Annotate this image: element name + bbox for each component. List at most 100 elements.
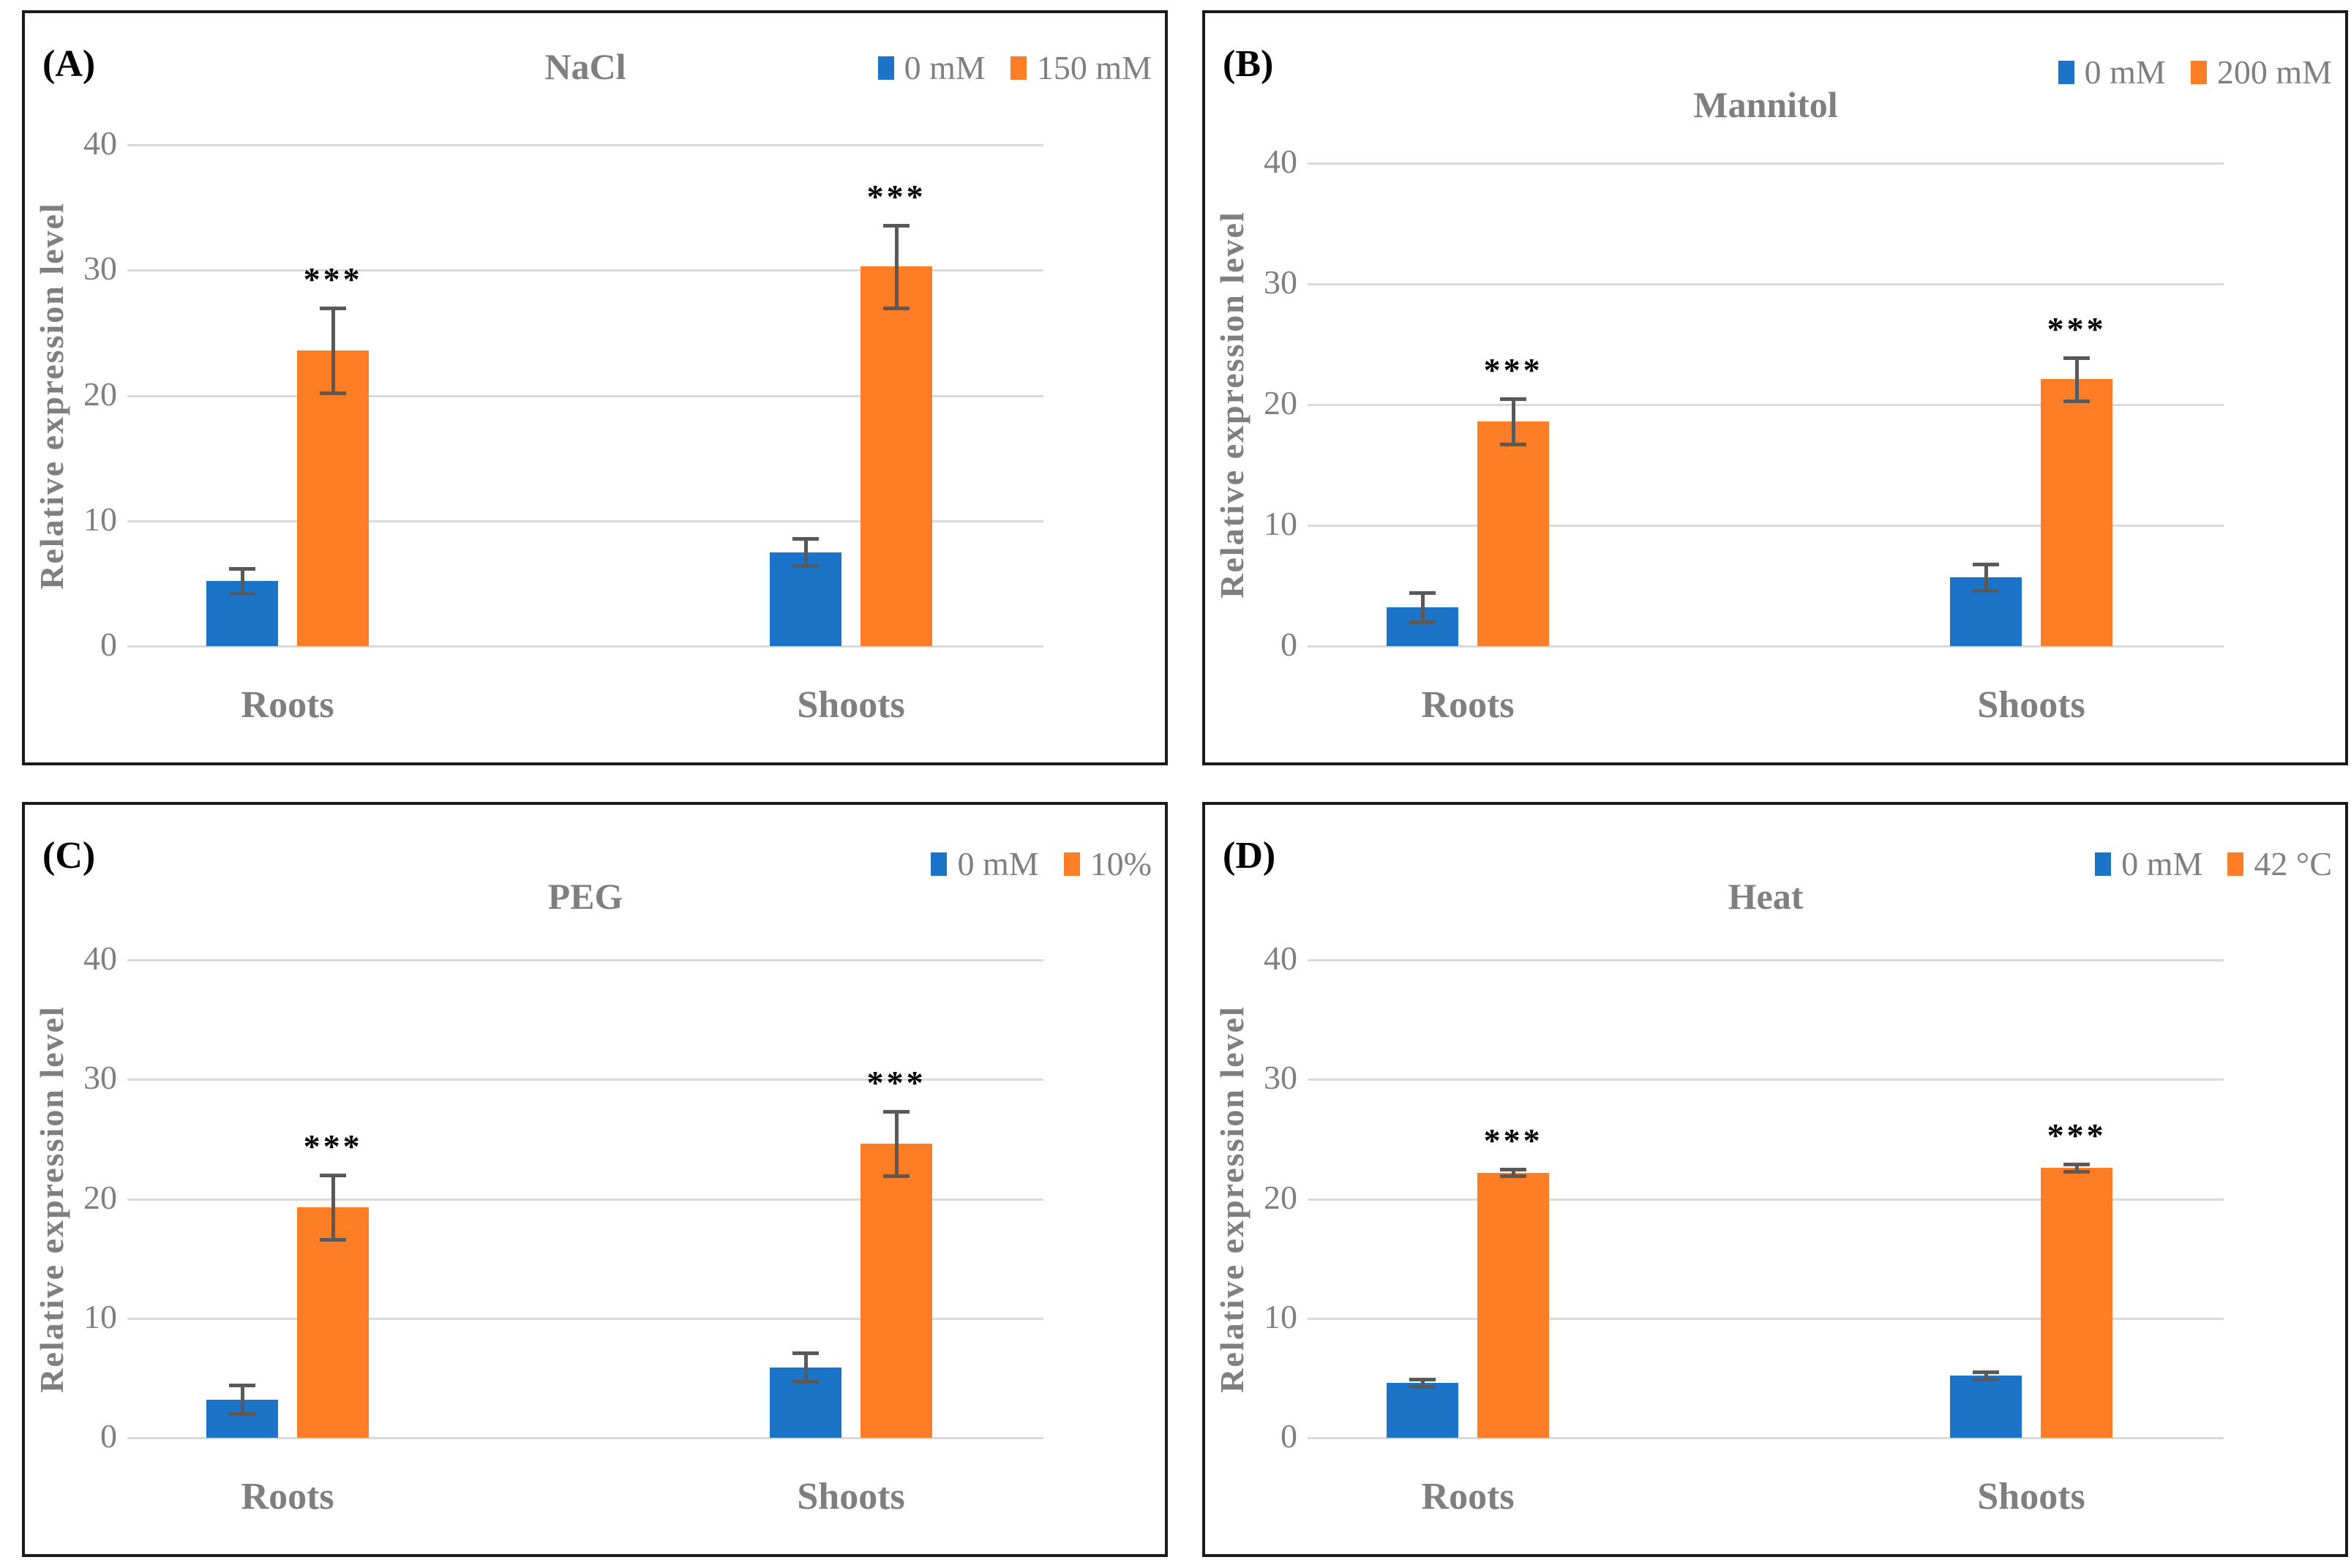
error-bar-cap <box>1973 589 2000 593</box>
error-bar-cap <box>1409 1378 1436 1381</box>
legend-label: 0 mM <box>2121 845 2203 882</box>
legend-label: 150 mM <box>1036 49 1152 86</box>
y-tick-label: 20 <box>83 375 117 413</box>
legend-swatch-control <box>2058 60 2074 84</box>
y-tick-label: 10 <box>1264 505 1297 542</box>
legend-item: 0 mM <box>2058 53 2166 91</box>
gridline <box>1308 1198 2224 1201</box>
bar-treatment <box>860 1144 933 1438</box>
bar-chart: 0 10 20 30 40 Relative expression level *** Roo… <box>1205 805 2345 1554</box>
legend-item: 150 mM <box>1010 48 1152 87</box>
error-bar <box>1984 1372 1988 1379</box>
error-bar <box>894 225 899 308</box>
y-axis-title: Relative expression level <box>33 201 70 590</box>
bar-treatment <box>2041 379 2113 646</box>
bar-chart: 0 10 20 30 40 Relative expression level *** Roo… <box>25 13 1165 762</box>
error-bar-cap <box>1973 562 2000 566</box>
y-tick-label: 10 <box>1264 1297 1297 1335</box>
significance-label: *** <box>303 1127 363 1165</box>
error-bar-cap <box>792 1380 820 1384</box>
legend: 0 mM 150 mM <box>877 48 1152 87</box>
y-tick-label: 10 <box>83 1297 117 1335</box>
panel-C: (C) PEG 0 mM 10% 0 10 20 30 40 Relative expres… <box>22 802 1168 1557</box>
error-bar <box>803 538 808 566</box>
significance-label: *** <box>866 1064 926 1102</box>
category-label: Roots <box>1421 1476 1515 1518</box>
category-label: Roots <box>1421 684 1515 726</box>
error-bar <box>1984 563 1988 591</box>
error-bar-cap <box>2063 399 2091 404</box>
legend-swatch-treatment <box>2227 852 2244 876</box>
legend-label: 0 mM <box>957 845 1039 882</box>
legend-swatch-control <box>877 56 894 80</box>
legend-swatch-treatment <box>1010 56 1027 80</box>
y-tick-label: 20 <box>1264 1178 1297 1216</box>
panel-B: (B) Mannitol 0 mM 200 mM 0 10 20 30 40 Relativ… <box>1202 10 2348 765</box>
legend-swatch-treatment <box>2190 60 2207 84</box>
error-bar-cap <box>1973 1378 2000 1381</box>
error-bar-cap <box>229 1412 256 1417</box>
y-tick-label: 40 <box>1264 939 1297 977</box>
error-bar <box>2074 1164 2079 1171</box>
bar-control <box>1387 1382 1459 1438</box>
y-tick-label: 10 <box>83 500 117 538</box>
gridline <box>1308 645 2224 648</box>
error-bar-cap <box>1500 1174 1527 1179</box>
y-tick-label: 0 <box>1281 626 1297 663</box>
bar-treatment <box>1477 1172 1550 1438</box>
legend-item: 42 °C <box>2227 844 2332 883</box>
legend-label: 0 mM <box>904 49 986 86</box>
error-bar-cap <box>1500 443 1527 447</box>
gridline <box>127 1317 1043 1320</box>
error-bar <box>894 1111 899 1177</box>
error-bar-cap <box>1973 1370 2000 1375</box>
chart-title: Mannitol <box>1693 84 1838 125</box>
gridline <box>127 1198 1043 1201</box>
error-bar-cap <box>1409 591 1436 596</box>
y-tick-label: 0 <box>1281 1417 1297 1455</box>
category-label: Shoots <box>1977 1476 2085 1518</box>
gridline <box>127 394 1043 397</box>
error-bar <box>240 1385 244 1414</box>
gridline <box>1308 1317 2224 1320</box>
bar-treatment <box>2041 1168 2113 1438</box>
y-tick-label: 30 <box>83 1059 117 1097</box>
gridline <box>127 1437 1043 1439</box>
error-bar <box>331 307 335 394</box>
error-bar <box>1511 1169 1515 1177</box>
y-axis-title: Relative expression level <box>1213 1005 1251 1393</box>
y-axis-title: Relative expression level <box>1213 211 1251 599</box>
category-label: Roots <box>241 684 334 726</box>
y-tick-label: 40 <box>83 939 117 977</box>
legend: 0 mM 42 °C <box>2095 844 2332 883</box>
y-tick-label: 40 <box>83 124 117 162</box>
significance-label: *** <box>1483 350 1543 389</box>
legend-swatch-control <box>931 852 948 876</box>
legend-swatch-control <box>2095 852 2112 876</box>
legend: 0 mM 200 mM <box>2058 53 2332 91</box>
gridline <box>1308 1437 2224 1439</box>
error-bar-cap <box>1409 1384 1436 1389</box>
error-bar <box>803 1353 808 1382</box>
gridline <box>127 144 1043 146</box>
error-bar-cap <box>320 306 347 310</box>
significance-label: *** <box>303 260 363 298</box>
gridline <box>1308 959 2224 961</box>
y-tick-label: 20 <box>83 1178 117 1216</box>
y-axis-title: Relative expression level <box>33 1005 70 1393</box>
error-bar-cap <box>792 564 820 569</box>
significance-label: *** <box>2047 1117 2107 1155</box>
error-bar <box>1511 398 1515 445</box>
error-bar-cap <box>883 306 910 310</box>
gridline <box>127 1079 1043 1081</box>
bar-chart: 0 10 20 30 40 Relative expression level *** Roo… <box>1205 13 2345 762</box>
y-tick-label: 0 <box>100 626 117 663</box>
panel-letter: (B) <box>1223 43 1274 85</box>
panel-D: (D) Heat 0 mM 42 °C 0 10 20 30 40 Relative exp… <box>1202 802 2348 1557</box>
legend-item: 0 mM <box>877 48 986 87</box>
error-bar <box>1420 593 1425 622</box>
legend-label: 10% <box>1090 845 1152 882</box>
bar-treatment <box>297 1207 370 1438</box>
gridline <box>1308 283 2224 285</box>
error-bar-cap <box>229 592 256 596</box>
